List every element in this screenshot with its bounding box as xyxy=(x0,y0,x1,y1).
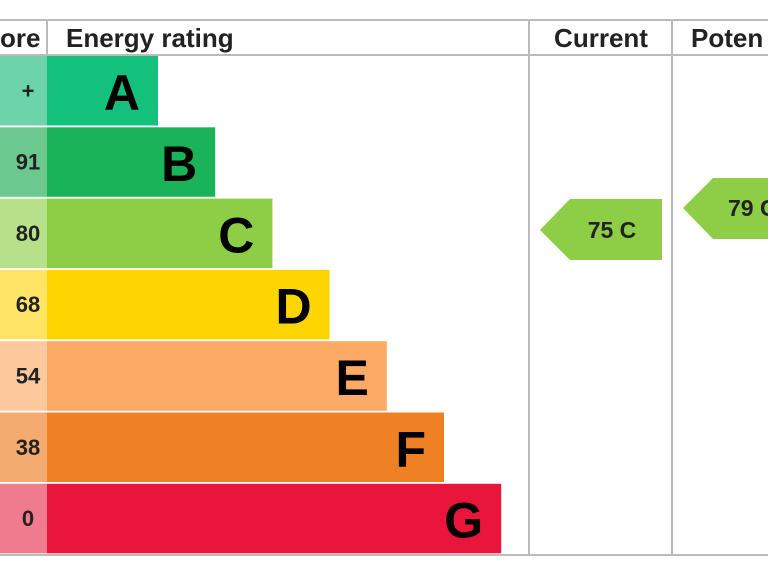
band-score: 54 xyxy=(16,363,41,388)
rating-header: Energy rating xyxy=(66,23,234,53)
band-letter: B xyxy=(161,136,197,192)
current-arrow xyxy=(540,199,662,260)
score-cell xyxy=(0,56,47,126)
band-score: 68 xyxy=(16,292,40,317)
band-letter: D xyxy=(275,279,311,335)
band-score: 91 xyxy=(16,150,40,175)
potential-arrow xyxy=(683,178,768,239)
score-cell xyxy=(0,127,47,197)
band-score: 38 xyxy=(16,435,40,460)
frame xyxy=(0,19,768,556)
band-bar xyxy=(47,412,444,482)
band-letter: E xyxy=(335,350,368,406)
score-header: ore xyxy=(0,23,40,53)
score-cell xyxy=(0,483,47,554)
band-score: 80 xyxy=(16,221,40,246)
current-header: Current xyxy=(554,23,648,53)
bands: + A 91 B 80 C 68 D 54 E 38 F 0 G xyxy=(0,56,502,554)
band-bar xyxy=(47,341,387,411)
band-bar xyxy=(47,198,273,269)
band-letter: G xyxy=(444,493,483,549)
score-cell xyxy=(0,198,47,269)
score-cell xyxy=(0,269,47,340)
potential-header: Poten xyxy=(691,23,763,53)
band-letter: C xyxy=(218,207,254,263)
band-bar xyxy=(47,56,158,126)
current-rating: 75 C xyxy=(588,217,637,243)
score-cell xyxy=(0,412,47,482)
potential-rating: 79 C xyxy=(728,195,768,221)
band-bar xyxy=(47,483,502,554)
band-score: 0 xyxy=(22,506,34,531)
band-bar xyxy=(47,269,330,340)
band-letter: F xyxy=(395,421,426,477)
score-cell xyxy=(0,341,47,411)
band-score: + xyxy=(22,78,35,103)
band-bar xyxy=(47,127,216,197)
band-letter: A xyxy=(104,65,140,121)
